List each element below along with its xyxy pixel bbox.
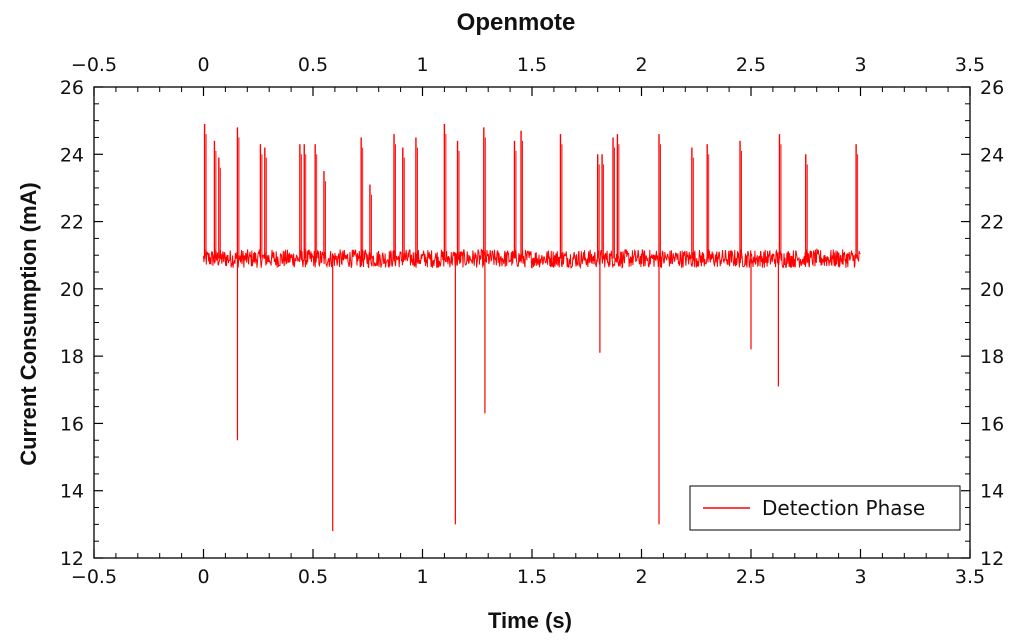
x-tick-label-top: −0.5	[71, 54, 117, 76]
x-tick-label-bottom: 0.5	[298, 566, 328, 588]
x-tick-label-bottom: −0.5	[71, 566, 117, 588]
y-tick-label-right: 26	[980, 77, 1004, 99]
y-tick-label-right: 16	[980, 413, 1004, 435]
x-tick-label-top: 3.5	[955, 54, 985, 76]
y-tick-label-left: 20	[60, 279, 84, 301]
y-tick-label-right: 22	[980, 212, 1004, 234]
x-tick-label-bottom: 1.5	[517, 566, 547, 588]
x-tick-label-top: 3	[854, 54, 866, 76]
y-tick-label-right: 24	[980, 144, 1004, 166]
chart-title: Openmote	[457, 9, 576, 36]
y-tick-label-right: 12	[980, 548, 1004, 570]
x-tick-label-top: 2.5	[736, 54, 766, 76]
y-tick-label-left: 18	[60, 346, 84, 368]
x-tick-label-top: 0.5	[298, 54, 328, 76]
x-tick-label-bottom: 1	[416, 566, 428, 588]
x-tick-label-top: 2	[635, 54, 647, 76]
plot-area	[203, 124, 861, 532]
series-line-baseline	[203, 248, 861, 270]
series-1	[203, 124, 861, 532]
y-tick-label-left: 24	[60, 144, 84, 166]
x-tick-label-bottom: 2	[635, 566, 647, 588]
y-tick-label-left: 26	[60, 77, 84, 99]
legend-label-detection-phase: Detection Phase	[762, 496, 925, 520]
x-tick-label-bottom: 2.5	[736, 566, 766, 588]
y-tick-label-left: 22	[60, 212, 84, 234]
y-tick-label-left: 14	[60, 481, 84, 503]
y-axis-title: Current Consumption (mA)	[16, 182, 41, 466]
y-tick-label-right: 18	[980, 346, 1004, 368]
x-tick-label-top: 1	[416, 54, 428, 76]
x-tick-label-top: 0	[197, 54, 209, 76]
x-tick-label-bottom: 3.5	[955, 566, 985, 588]
y-tick-label-right: 20	[980, 279, 1004, 301]
legend: Detection Phase	[689, 485, 961, 531]
x-tick-label-bottom: 3	[854, 566, 866, 588]
axis-ticks	[93, 86, 971, 559]
x-tick-label-bottom: 0	[197, 566, 209, 588]
axis-tick-labels: −0.5−0.5000.50.5111.51.5222.52.5333.53.5…	[60, 54, 1004, 588]
x-axis-title: Time (s)	[488, 608, 572, 633]
y-tick-label-right: 14	[980, 481, 1004, 503]
y-tick-label-left: 16	[60, 413, 84, 435]
x-tick-label-top: 1.5	[517, 54, 547, 76]
y-tick-label-left: 12	[60, 548, 84, 570]
